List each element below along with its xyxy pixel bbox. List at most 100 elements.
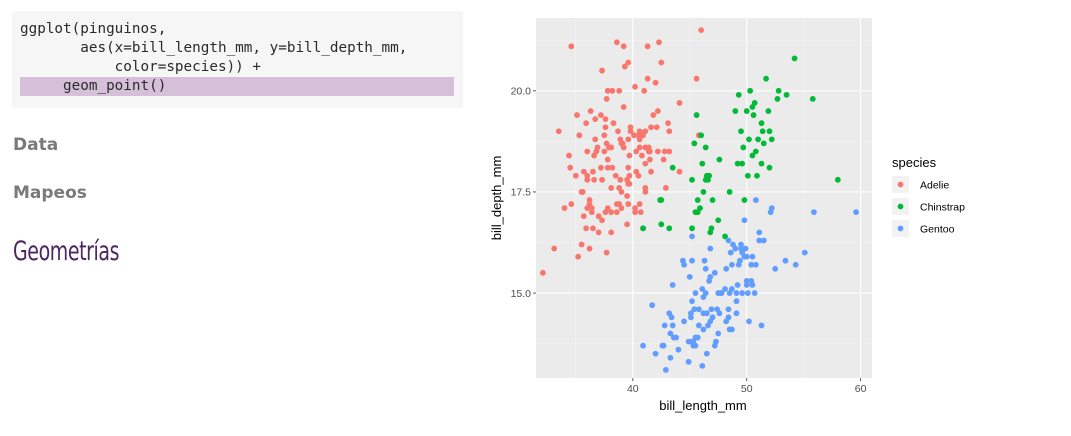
data-point-chinstrap [775,87,782,94]
data-point-adelie [578,241,585,248]
data-point-gentoo [715,330,722,337]
data-point-gentoo [739,290,746,296]
data-point-adelie [613,39,620,46]
data-point-chinstrap [658,197,665,203]
data-point-chinstrap [669,164,676,171]
data-point-gentoo [758,322,765,329]
data-point-gentoo [688,314,694,321]
data-point-gentoo [681,261,687,268]
data-point-adelie [644,75,651,82]
data-point-gentoo [733,310,740,317]
data-point-chinstrap [783,91,790,98]
data-point-gentoo [669,282,676,288]
data-point-chinstrap [759,128,766,135]
data-point-gentoo [801,249,808,256]
data-point-chinstrap [689,225,695,232]
plot-panel [536,18,872,378]
data-point-adelie [644,43,651,50]
data-point-adelie [586,197,593,203]
data-point-gentoo [749,253,756,260]
data-point-gentoo [741,217,748,224]
data-point-adelie [635,172,642,179]
data-point-chinstrap [741,197,748,203]
data-point-gentoo [725,237,732,244]
data-point-adelie [626,152,633,159]
data-point-chinstrap [735,91,742,98]
scatter-plot-svg: 40 50 60 15.0 17.5 20.0 bill_length_mm bill_… [489,18,965,413]
data-point-adelie [662,184,669,191]
nav-item-mapeos[interactable]: Mapeos [13,183,87,203]
data-point-gentoo [734,282,741,288]
data-point-adelie [618,189,625,195]
nav-item-geometrias-active[interactable]: Geometrías [13,236,120,267]
data-point-gentoo [675,346,682,353]
data-point-gentoo [669,322,676,329]
data-point-gentoo [652,350,659,357]
data-point-chinstrap [698,132,705,139]
data-point-chinstrap [739,160,746,167]
data-point-adelie [641,87,648,94]
data-point-adelie [598,164,604,171]
data-point-chinstrap [766,128,773,135]
data-point-gentoo [708,306,715,313]
major-gridlines [536,18,872,378]
data-point-chinstrap [809,95,816,102]
data-point-adelie [608,184,615,191]
data-point-chinstrap [749,152,756,159]
data-point-adelie [604,205,611,212]
legend-key-adelie [897,181,904,188]
data-point-adelie [603,249,610,256]
data-point-adelie [631,132,637,139]
data-point-gentoo [727,249,734,256]
data-point-gentoo [718,290,725,296]
data-point-gentoo [760,237,767,244]
data-point-gentoo [772,265,779,272]
data-point-adelie [646,148,653,155]
data-point-adelie [568,201,575,207]
data-point-chinstrap [689,176,695,183]
data-point-gentoo [749,282,756,288]
data-point-gentoo [686,273,693,280]
data-point-chinstrap [716,156,723,163]
legend-label-adelie: Adelie [920,180,949,192]
data-point-adelie [618,205,625,212]
nav-item-data[interactable]: Data [13,135,59,155]
data-point-gentoo [703,350,710,357]
data-point-adelie [598,112,604,118]
data-point-adelie [539,269,546,276]
data-point-chinstrap [751,100,758,106]
data-point-chinstrap [666,225,673,232]
data-point-adelie [642,189,649,195]
data-point-adelie [608,229,615,236]
data-point-adelie [658,59,665,66]
data-point-chinstrap [699,160,706,167]
data-point-chinstrap [752,148,759,155]
legend-key-chinstrap [897,203,904,210]
data-point-gentoo [742,245,749,252]
data-point-chinstrap [738,128,744,135]
data-point-adelie [609,164,616,171]
code-line-1: ggplot(pinguinos, [20,21,167,37]
data-point-gentoo [661,322,668,329]
data-point-chinstrap [765,108,772,114]
data-point-adelie [592,116,599,123]
data-point-gentoo [782,257,789,264]
data-point-gentoo [660,342,667,349]
data-point-adelie [646,156,653,163]
data-point-chinstrap [697,205,703,212]
data-point-gentoo [713,338,719,345]
data-point-chinstrap [694,197,701,203]
data-point-chinstrap [763,75,769,82]
data-point-adelie [601,132,608,139]
data-point-adelie [595,229,602,236]
data-point-chinstrap [709,197,716,203]
data-point-chinstrap [766,164,773,171]
data-point-adelie [584,148,591,155]
data-point-adelie [654,148,661,155]
data-point-adelie [584,172,591,179]
data-point-adelie [620,104,627,110]
data-point-chinstrap [744,172,751,179]
data-point-gentoo [729,326,735,333]
data-point-adelie [621,63,628,70]
legend-label-chinstrap: Chinstrap [920,202,965,214]
